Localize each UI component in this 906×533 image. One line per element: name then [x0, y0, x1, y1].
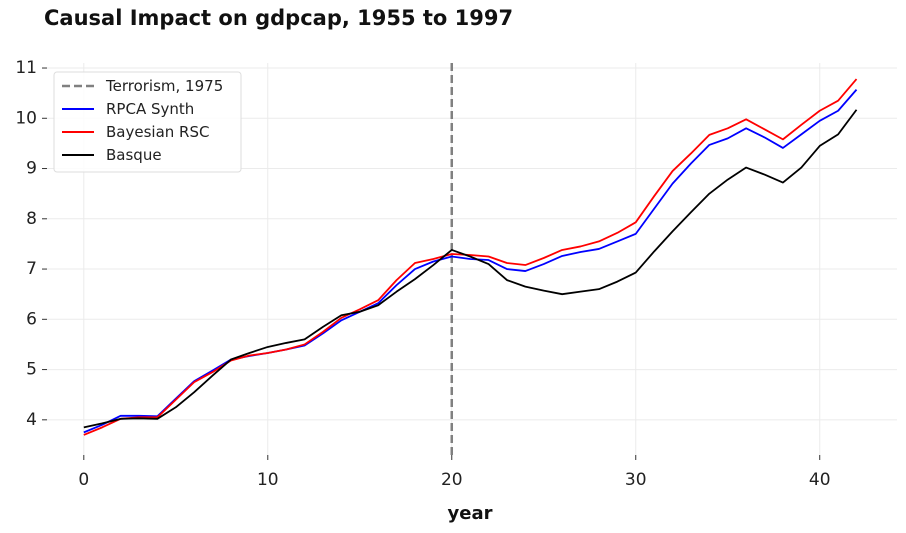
- x-tick-label: 30: [625, 470, 647, 490]
- y-tick-label: 6: [26, 309, 37, 329]
- legend-label: Basque: [106, 146, 162, 164]
- chart-title: Causal Impact on gdpcap, 1955 to 1997: [44, 6, 514, 30]
- y-tick-label: 5: [26, 360, 37, 380]
- y-tick-label: 4: [26, 410, 37, 430]
- series-line-basque: [83, 109, 858, 429]
- series-line-bayesian-rsc: [83, 78, 858, 436]
- series-group: [83, 78, 858, 436]
- legend-box: [53, 71, 242, 173]
- x-tick-label: 10: [257, 470, 279, 490]
- y-tick-label: 7: [26, 259, 37, 279]
- x-axis-label: year: [448, 503, 493, 524]
- legend-label: RPCA Synth: [106, 100, 194, 118]
- y-tick-label: 9: [26, 159, 37, 179]
- legend: Terrorism, 1975 RPCA Synth Bayesian RSC Bas…: [53, 71, 242, 173]
- legend-label: Terrorism, 1975: [105, 77, 223, 95]
- series-line-rpca-synth: [83, 89, 858, 434]
- y-tick-label: 11: [15, 58, 37, 78]
- x-tick-label: 0: [78, 470, 89, 490]
- legend-label: Bayesian RSC: [106, 123, 209, 141]
- x-tick-label: 20: [441, 470, 463, 490]
- x-tick-label: 40: [809, 470, 831, 490]
- y-tick-label: 8: [26, 209, 37, 229]
- axes: 0 10 20 30 40 4 5 6 7 8 9 10 11: [15, 58, 830, 490]
- y-tick-label: 10: [15, 108, 37, 128]
